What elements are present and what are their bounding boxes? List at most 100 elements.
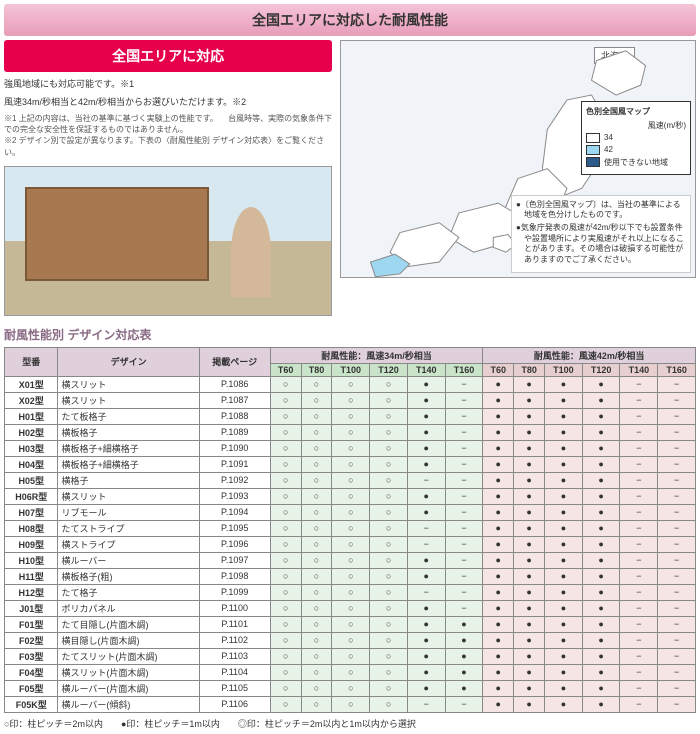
cell-val-a: ● [407, 632, 445, 648]
th-size: T80 [301, 363, 332, 376]
cell-model: H04型 [5, 456, 58, 472]
cell-val-b: ● [545, 440, 583, 456]
cell-page: P.1099 [199, 584, 270, 600]
cell-val-b: ● [582, 600, 620, 616]
cell-val-b: ● [582, 552, 620, 568]
cell-val-a: ● [407, 376, 445, 392]
cell-design: ポリカパネル [58, 600, 199, 616]
cell-val-a: ○ [301, 472, 332, 488]
cell-val-b: ● [483, 696, 514, 712]
legend-label: 42 [604, 145, 613, 154]
cell-val-a: − [445, 600, 483, 616]
cell-page: P.1102 [199, 632, 270, 648]
cell-val-a: − [445, 536, 483, 552]
cell-model: F03型 [5, 648, 58, 664]
cell-val-a: ○ [270, 632, 301, 648]
cell-val-a: ○ [370, 536, 408, 552]
cell-val-b: ● [582, 424, 620, 440]
th-size: T100 [332, 363, 370, 376]
cell-val-a: ○ [301, 632, 332, 648]
cell-val-b: ● [514, 552, 545, 568]
cell-val-a: − [445, 472, 483, 488]
table-row: H01型たて板格子P.1088○○○○●−●●●●−− [5, 408, 696, 424]
cell-val-a: ○ [301, 584, 332, 600]
th-model: 型番 [5, 347, 58, 376]
cell-page: P.1086 [199, 376, 270, 392]
desc-line-1: 強風地域にも対応可能です。※1 [4, 78, 332, 92]
cell-val-b: ● [545, 680, 583, 696]
table-row: H09型横ストライプP.1096○○○○−−●●●●−− [5, 536, 696, 552]
cell-val-b: ● [483, 680, 514, 696]
cell-val-a: ● [407, 664, 445, 680]
cell-val-b: ● [483, 568, 514, 584]
cell-val-a: ● [445, 632, 483, 648]
cell-val-b: ● [483, 424, 514, 440]
cell-model: H07型 [5, 504, 58, 520]
cell-val-a: ● [407, 680, 445, 696]
th-size: T140 [407, 363, 445, 376]
note-1: ※1 上記の内容は、当社の基準に基づく実験上の性能です。 台風時等、実際の気象条… [4, 113, 332, 135]
cell-val-a: ● [407, 648, 445, 664]
legend-row: 34 [586, 133, 686, 143]
cell-val-a: ○ [270, 552, 301, 568]
cell-val-a: ○ [301, 552, 332, 568]
th-size: T80 [514, 363, 545, 376]
cell-val-b: − [620, 600, 658, 616]
cell-val-b: ● [545, 376, 583, 392]
cell-page: P.1101 [199, 616, 270, 632]
cell-val-a: ● [407, 616, 445, 632]
cell-val-b: − [658, 648, 696, 664]
cell-val-b: − [620, 424, 658, 440]
cell-val-b: ● [514, 504, 545, 520]
cell-val-a: ● [407, 440, 445, 456]
cell-val-b: − [620, 616, 658, 632]
table-row: H11型横板格子(粗)P.1098○○○○●−●●●●−− [5, 568, 696, 584]
cell-val-b: − [620, 680, 658, 696]
cell-val-a: ○ [332, 424, 370, 440]
cell-page: P.1103 [199, 648, 270, 664]
cell-val-b: ● [545, 536, 583, 552]
cell-val-b: ● [545, 392, 583, 408]
cell-val-a: ○ [370, 520, 408, 536]
cell-val-b: ● [514, 664, 545, 680]
cell-val-a: − [407, 472, 445, 488]
cell-val-b: − [620, 696, 658, 712]
cell-val-b: ● [483, 536, 514, 552]
cell-val-b: − [620, 472, 658, 488]
cell-val-b: ● [545, 584, 583, 600]
cell-val-a: ○ [270, 392, 301, 408]
cell-design: 横スリット [58, 392, 199, 408]
cell-val-b: − [620, 504, 658, 520]
cell-page: P.1100 [199, 600, 270, 616]
cell-val-a: − [407, 536, 445, 552]
cell-val-a: − [407, 520, 445, 536]
cell-model: H12型 [5, 584, 58, 600]
cell-val-a: ○ [370, 552, 408, 568]
cell-page: P.1094 [199, 504, 270, 520]
page-title: 全国エリアに対応した耐風性能 [4, 4, 696, 36]
cell-model: F05K型 [5, 696, 58, 712]
table-row: H10型横ルーバーP.1097○○○○●−●●●●−− [5, 552, 696, 568]
cell-val-b: ● [582, 616, 620, 632]
cell-val-b: ● [514, 616, 545, 632]
top-section: 全国エリアに対応 強風地域にも対応可能です。※1 風速34m/秒相当と42m/秒… [0, 40, 700, 316]
cell-val-a: ○ [332, 568, 370, 584]
cell-val-a: ○ [370, 456, 408, 472]
cell-val-a: ○ [301, 648, 332, 664]
cell-val-a: ○ [270, 456, 301, 472]
cell-val-a: ● [407, 504, 445, 520]
table-row: J01型ポリカパネルP.1100○○○○●−●●●●−− [5, 600, 696, 616]
legend-swatch [586, 133, 600, 143]
cell-model: X01型 [5, 376, 58, 392]
cell-val-b: ● [483, 552, 514, 568]
cell-page: P.1095 [199, 520, 270, 536]
cell-design: 横板格子+細横格子 [58, 440, 199, 456]
cell-val-a: ● [407, 600, 445, 616]
cell-val-b: ● [545, 600, 583, 616]
cell-page: P.1091 [199, 456, 270, 472]
cell-val-b: ● [582, 504, 620, 520]
th-size: T120 [582, 363, 620, 376]
cell-val-b: ● [582, 488, 620, 504]
cell-val-b: ● [545, 456, 583, 472]
cell-val-b: ● [582, 456, 620, 472]
